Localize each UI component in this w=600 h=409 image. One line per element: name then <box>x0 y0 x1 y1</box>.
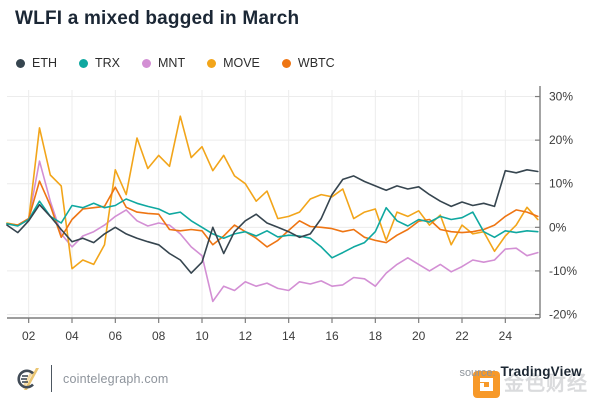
legend-label: WBTC <box>297 56 335 70</box>
legend-label: MOVE <box>223 56 260 70</box>
series-line-mnt <box>6 160 539 303</box>
legend-item-mnt: MNT <box>142 56 185 70</box>
source-label: source: <box>459 367 496 379</box>
legend-dot-mnt <box>142 58 151 68</box>
legend-dot-eth <box>16 58 25 68</box>
y-tick-label: 10% <box>549 177 573 191</box>
legend-item-trx: TRX <box>79 56 120 70</box>
legend-label: ETH <box>32 56 57 70</box>
x-tick-label: 16 <box>325 329 339 343</box>
x-tick-label: 20 <box>412 329 426 343</box>
legend-dot-trx <box>79 58 88 68</box>
x-tick-label: 06 <box>109 329 123 343</box>
cointelegraph-logo <box>17 368 39 390</box>
legend-dot-wbtc <box>281 58 291 68</box>
legend-item-eth: ETH <box>16 56 57 70</box>
y-tick-label: 30% <box>549 90 573 104</box>
x-tick-label: 02 <box>22 329 36 343</box>
source-name: TradingView <box>500 364 582 379</box>
series-line-move <box>6 115 539 270</box>
y-tick-label: -10% <box>549 264 577 278</box>
watermark-text: 金色财经 <box>504 373 588 395</box>
x-tick-label: 12 <box>239 329 253 343</box>
x-tick-label: 14 <box>282 329 296 343</box>
y-tick-label: -20% <box>549 308 577 322</box>
series-line-eth <box>6 169 539 274</box>
page-title: WLFI a mixed bagged in March <box>15 8 300 29</box>
footer-brand-block: cointelegraph.com <box>14 365 169 392</box>
legend-item-wbtc: WBTC <box>281 56 335 70</box>
legend-dot-move <box>207 58 217 68</box>
x-tick-label: 24 <box>499 329 513 343</box>
series-line-trx <box>6 198 539 259</box>
y-tick-label: 0% <box>549 220 567 234</box>
y-tick-label: 20% <box>549 133 573 147</box>
jinse-watermark: 金色财经 <box>472 370 588 399</box>
legend-label: TRX <box>95 56 120 70</box>
series-line-wbtc <box>6 180 539 248</box>
jinse-logo-icon <box>473 371 500 398</box>
x-tick-label: 08 <box>152 329 166 343</box>
x-tick-label: 18 <box>369 329 383 343</box>
legend: ETH TRX MNT MOVE WBTC <box>16 56 335 70</box>
x-tick-label: 10 <box>195 329 209 343</box>
legend-label: MNT <box>158 56 186 70</box>
x-tick-label: 22 <box>455 329 469 343</box>
legend-item-move: MOVE <box>207 56 260 70</box>
footer-divider <box>51 365 52 392</box>
source-attribution: source: TradingView <box>459 364 582 379</box>
brand-url: cointelegraph.com <box>63 371 169 386</box>
x-tick-label: 04 <box>65 329 79 343</box>
